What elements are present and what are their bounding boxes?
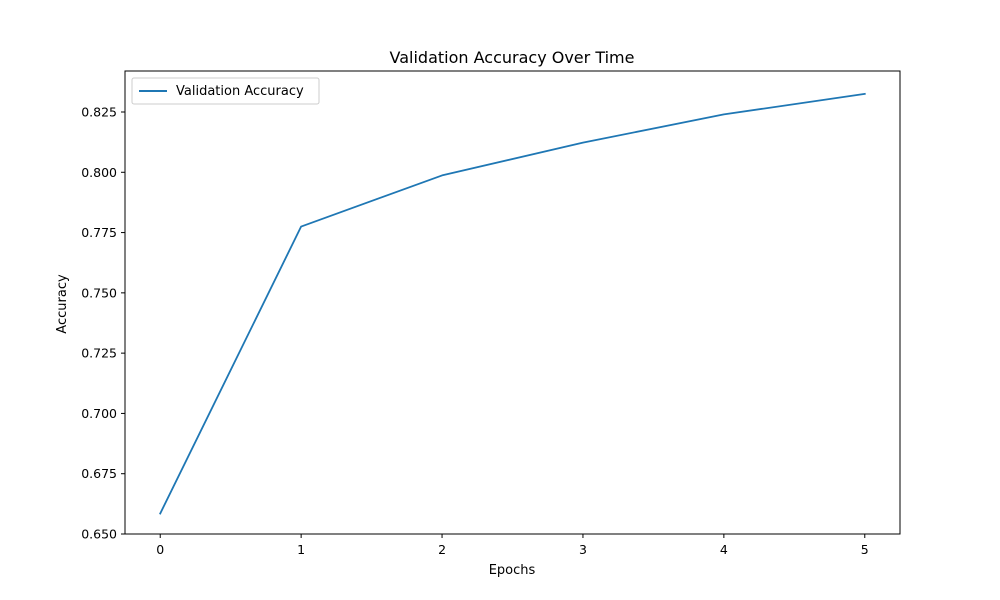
y-axis-label: Accuracy: [55, 274, 70, 334]
x-tick-label: 2: [438, 542, 446, 557]
y-tick-label: 0.800: [81, 165, 117, 180]
plot-area: 0 1 2 3 4 5 0.650 0.675 0.700 0.725 0.750 0.775 0.80…: [81, 70, 901, 557]
y-tick-label: 0.750: [81, 285, 117, 300]
legend-frame: [131, 77, 320, 105]
x-axis-label: Epochs: [489, 563, 536, 578]
y-tick-label: 0.675: [81, 466, 117, 481]
x-tick-label: 3: [579, 542, 587, 557]
y-tick-label: 0.725: [81, 346, 117, 361]
y-tick-label: 0.775: [81, 225, 117, 240]
legend-entry-validation-accuracy: Validation Accuracy: [176, 84, 304, 99]
x-tick-label: 0: [156, 542, 164, 557]
legend: Validation Accuracy: [131, 77, 320, 105]
y-tick-label: 0.825: [81, 104, 117, 119]
axes-frame: [124, 70, 901, 535]
y-tick-label: 0.650: [81, 527, 117, 542]
x-tick-label: 5: [861, 542, 869, 557]
x-tick-label: 1: [297, 542, 305, 557]
x-tick-label: 4: [720, 542, 728, 557]
series-line-validation-accuracy: [159, 92, 866, 515]
y-tick-label: 0.700: [81, 406, 117, 421]
chart-title: Validation Accuracy Over Time: [390, 48, 635, 67]
